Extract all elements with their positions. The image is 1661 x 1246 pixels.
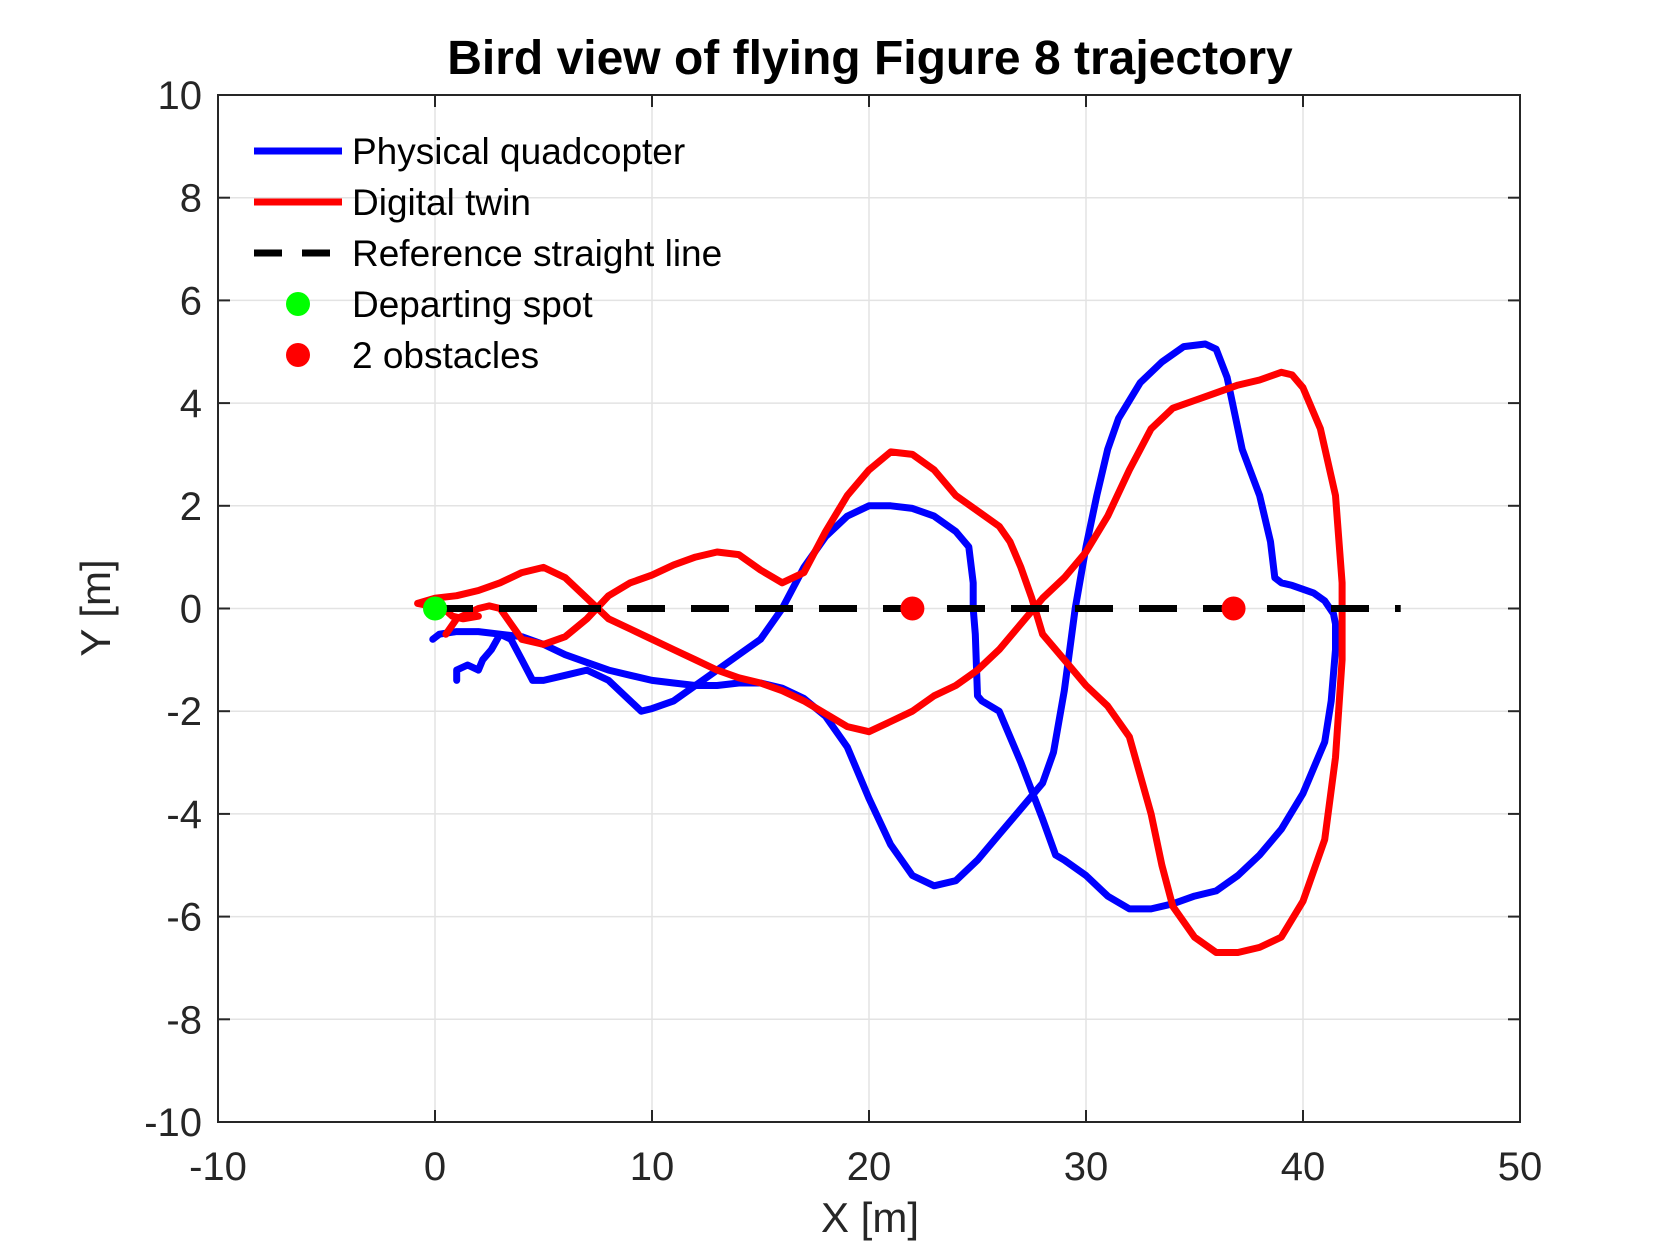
y-tick-label: -8 xyxy=(166,998,202,1042)
legend: Physical quadcopter Digital twin Reference… xyxy=(254,131,722,376)
y-tick-label: -2 xyxy=(166,690,202,734)
legend-label-departing-spot: Departing spot xyxy=(352,284,593,325)
y-tick-label: -4 xyxy=(166,793,202,837)
legend-label-2-obstacles: 2 obstacles xyxy=(352,335,539,376)
2-obstacles-marker xyxy=(1221,596,1246,621)
x-tick-label: 0 xyxy=(424,1145,446,1189)
legend-label-physical-quadcopter: Physical quadcopter xyxy=(352,131,685,172)
legend-swatch-2-obstacles xyxy=(286,343,310,367)
legend-label-digital-twin: Digital twin xyxy=(352,182,531,223)
legend-label-reference-straight-line: Reference straight line xyxy=(352,233,722,274)
y-tick-label: 2 xyxy=(180,485,202,529)
departing-spot-marker xyxy=(423,596,447,621)
y-axis-label: Y [m] xyxy=(72,559,119,656)
x-tick-label: -10 xyxy=(189,1145,247,1189)
legend-swatch-departing-spot xyxy=(286,292,310,316)
2-obstacles-marker xyxy=(900,596,925,621)
axes-box xyxy=(217,94,1521,1123)
chart-title: Bird view of flying Figure 8 trajectory xyxy=(447,32,1293,85)
x-tick-label: 40 xyxy=(1281,1145,1326,1189)
digital-twin-line xyxy=(414,368,1346,956)
y-tick-label: -6 xyxy=(166,896,202,940)
x-tick-label: 50 xyxy=(1498,1145,1543,1189)
y-tick-labels: -10 -8 -6 -4 -2 0 2 4 6 8 10 xyxy=(144,74,202,1145)
x-tick-labels: -10 0 10 20 30 40 50 xyxy=(189,1145,1542,1189)
y-tick-label: -10 xyxy=(144,1101,202,1145)
y-tick-label: 10 xyxy=(158,74,203,118)
x-tick-label: 20 xyxy=(847,1145,892,1189)
x-tick-label: 10 xyxy=(630,1145,675,1189)
y-tick-label: 8 xyxy=(180,177,202,221)
y-tick-label: 0 xyxy=(180,588,202,632)
y-tick-label: 4 xyxy=(180,382,202,426)
y-tick-label: 6 xyxy=(180,279,202,323)
x-axis-label: X [m] xyxy=(821,1194,919,1241)
x-tick-label: 30 xyxy=(1064,1145,1109,1189)
series-layer xyxy=(414,340,1401,956)
